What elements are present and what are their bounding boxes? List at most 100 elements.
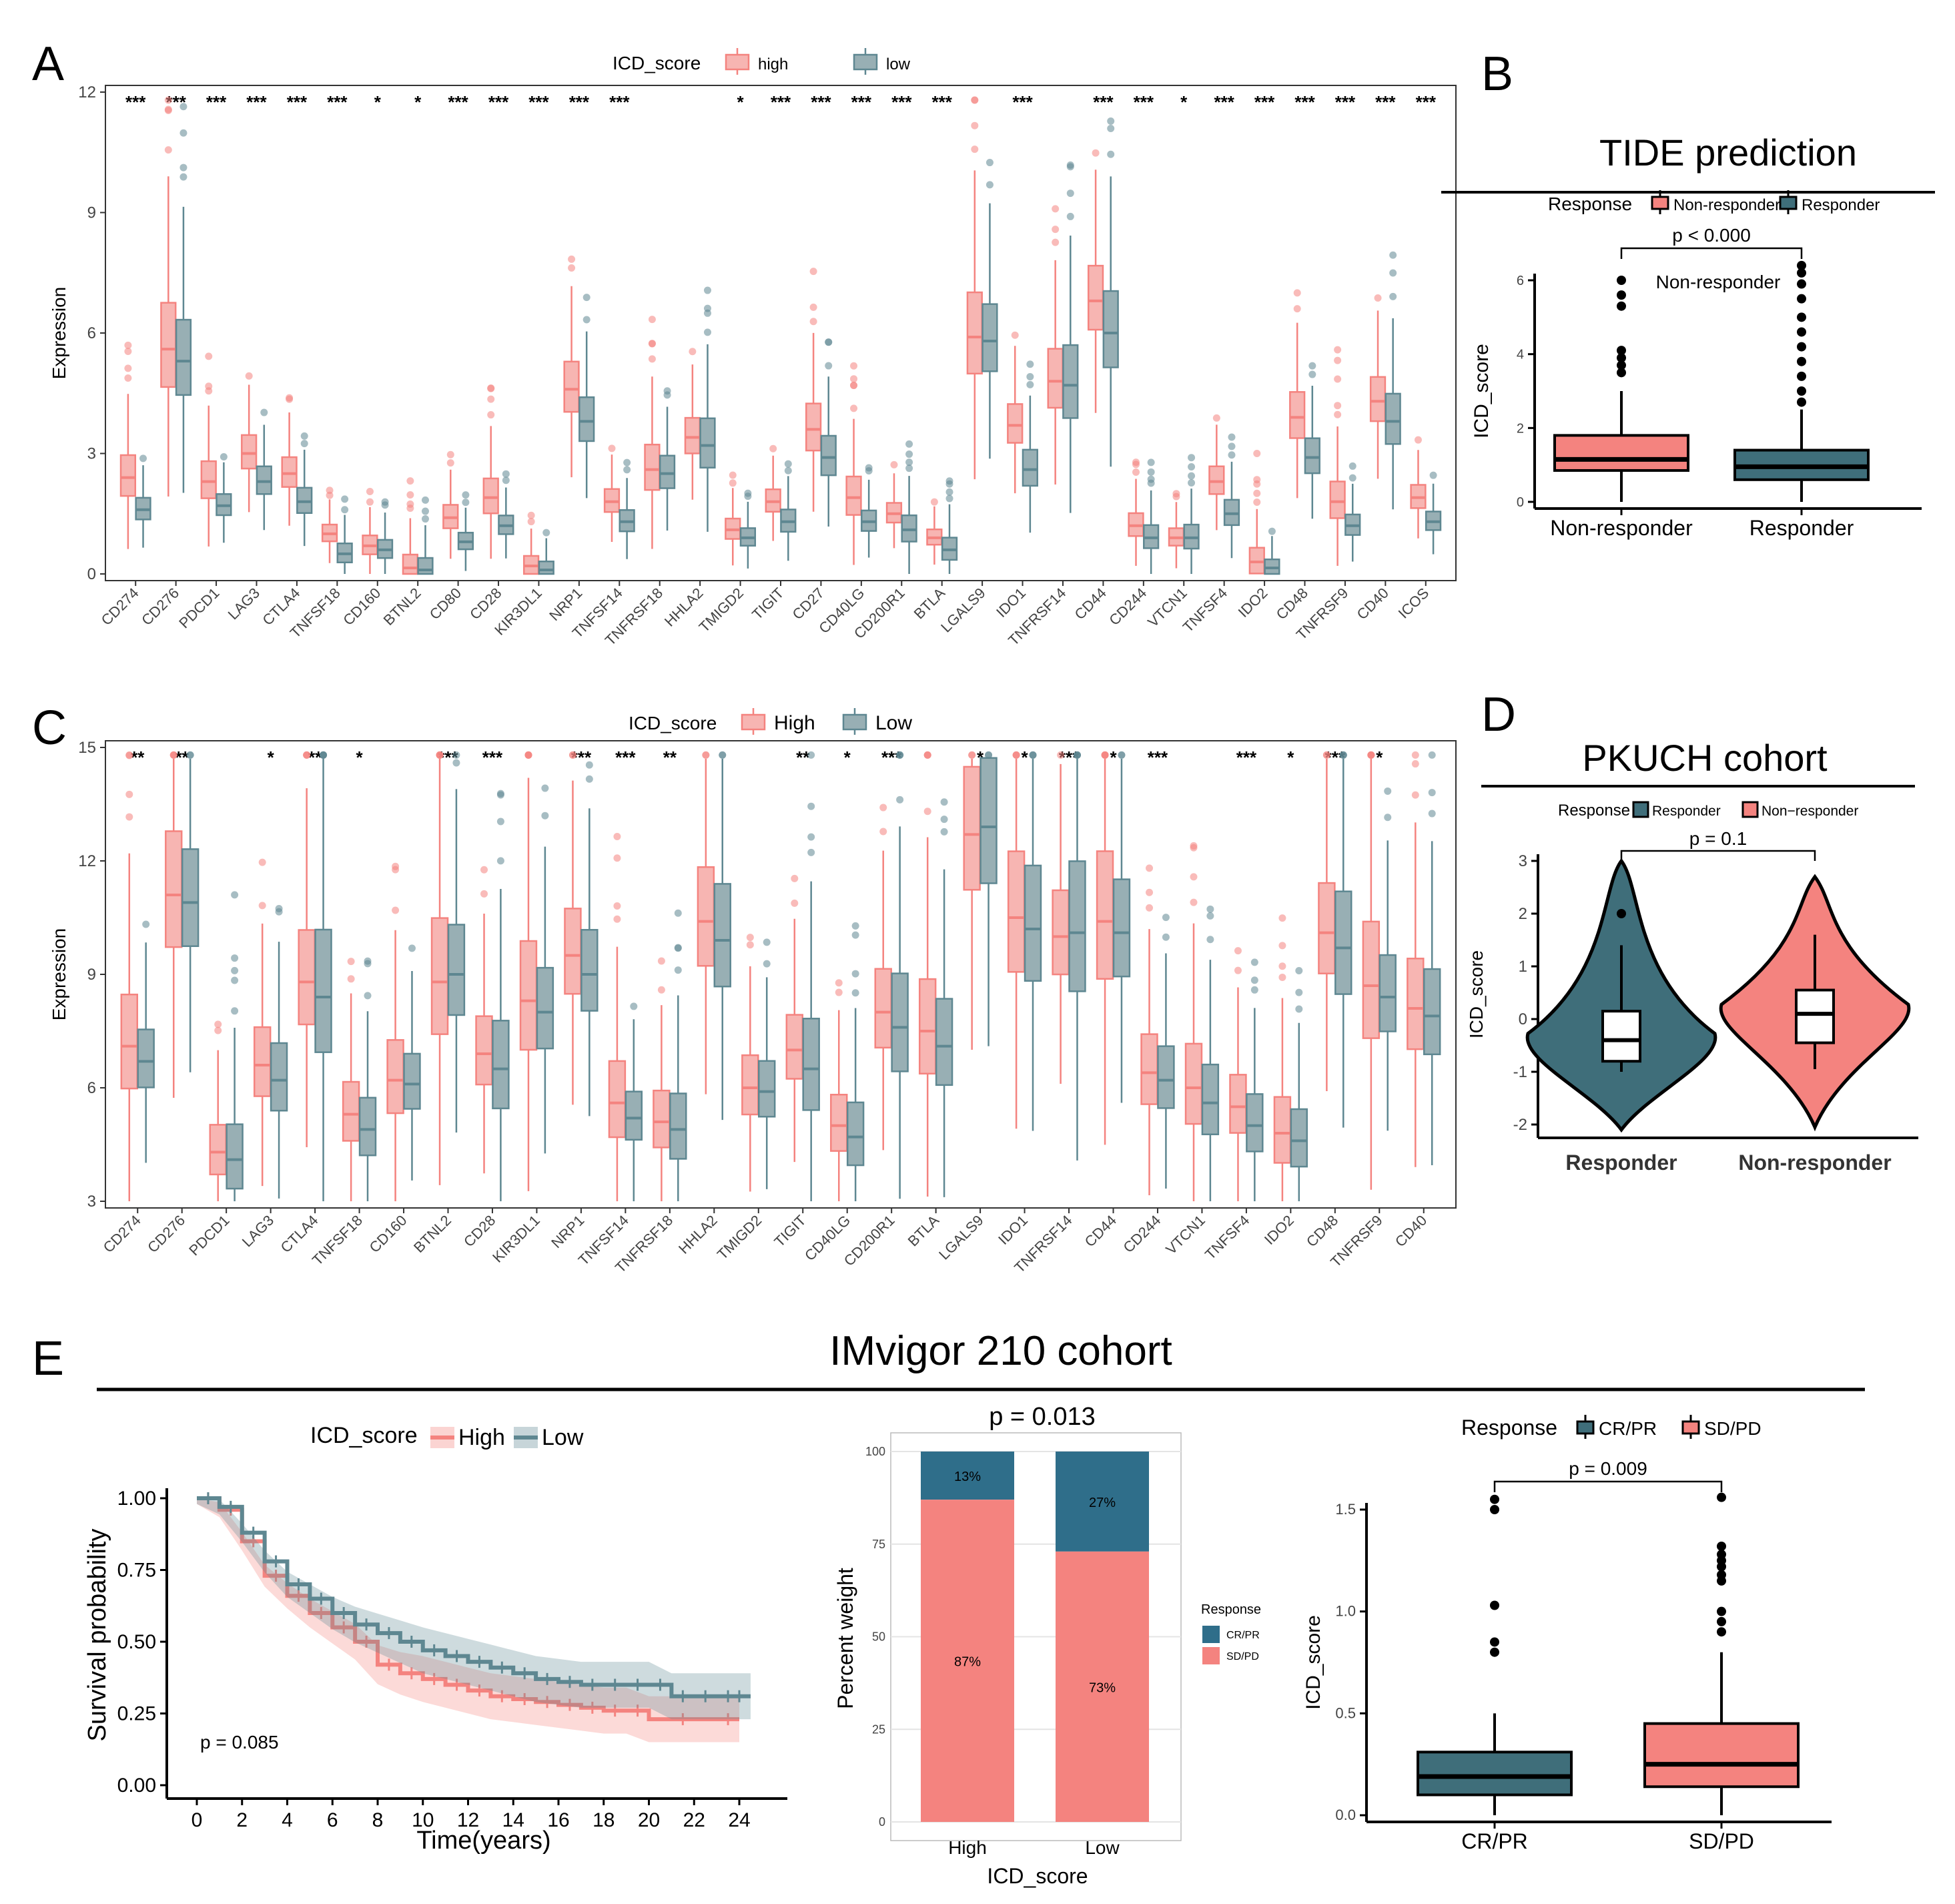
legend-key — [1632, 801, 1649, 818]
outlier-point — [809, 318, 817, 326]
box-body — [1795, 988, 1835, 1044]
outlier-point — [1228, 451, 1236, 459]
outlier-point — [763, 938, 771, 946]
outlier-point — [623, 458, 631, 466]
legend-label: High — [458, 1425, 505, 1450]
outlier-point — [663, 387, 671, 395]
outlier-point — [1190, 842, 1198, 850]
outlier-point — [1146, 888, 1154, 896]
outlier-point — [1797, 371, 1806, 381]
outlier-point — [1617, 909, 1626, 918]
outlier-point — [971, 145, 979, 153]
outlier-point — [1717, 1627, 1726, 1637]
bar-segment — [1056, 1551, 1149, 1822]
significance-label: *** — [327, 92, 348, 112]
legend-title: ICD_score — [629, 713, 717, 733]
box-body — [342, 1080, 360, 1142]
legend-title: Response — [1558, 802, 1630, 820]
outlier-point — [124, 374, 132, 382]
outlier-point — [260, 408, 268, 416]
x-tick-label: Responder — [1565, 1151, 1677, 1175]
outlier-point — [1797, 356, 1806, 366]
box-body — [1643, 1722, 1800, 1789]
outlier-point — [1026, 380, 1034, 388]
x-tick-label: PDCD1 — [185, 1212, 232, 1259]
box-body — [1318, 882, 1336, 974]
outlier-point — [648, 316, 656, 324]
y-axis-label: Expression — [49, 928, 69, 1021]
x-tick-label: 2 — [236, 1809, 248, 1831]
outlier-point — [1147, 475, 1155, 483]
y-tick-label: 3 — [1519, 852, 1527, 870]
significance-label: * — [1180, 92, 1188, 112]
outlier-point — [452, 751, 460, 759]
outlier-point — [971, 96, 979, 104]
significance-label: *** — [1012, 92, 1033, 112]
y-tick-label: 0 — [1517, 495, 1524, 510]
outlier-point — [1162, 914, 1170, 922]
box-body — [1369, 376, 1387, 422]
outlier-point — [496, 818, 504, 826]
outlier-point — [1490, 1600, 1499, 1610]
outlier-point — [1308, 370, 1316, 378]
outlier-point — [1334, 346, 1342, 354]
outlier-point — [807, 848, 815, 856]
box-body — [492, 1020, 510, 1110]
box-body — [1007, 403, 1024, 444]
outlier-point — [1234, 966, 1242, 974]
x-tick-label: 16 — [547, 1809, 569, 1831]
p-value-label: p < 0.000 — [1672, 225, 1751, 246]
x-tick-label: CD40 — [1392, 1212, 1430, 1250]
outlier-point — [1206, 912, 1214, 920]
section-title-imvigor: IMvigor 210 cohort — [829, 1328, 1172, 1374]
p-value-label: p = 0.009 — [1569, 1458, 1647, 1479]
outlier-point — [1250, 986, 1258, 994]
outlier-point — [1146, 864, 1154, 872]
x-tick-label: IDO1 — [993, 585, 1029, 621]
box-body — [1601, 1010, 1641, 1063]
outlier-point — [1092, 149, 1100, 157]
outlier-point — [1253, 476, 1261, 484]
y-tick-label: 9 — [87, 204, 96, 222]
outlier-point — [1797, 294, 1806, 304]
outlier-point — [421, 515, 429, 523]
significance-label: *** — [206, 92, 227, 112]
outlier-point — [1339, 751, 1347, 759]
outlier-point — [1293, 305, 1301, 313]
significance-label: *** — [1148, 747, 1168, 767]
y-tick-label: 0.50 — [117, 1631, 156, 1653]
x-tick-label: Non-responder — [1550, 516, 1693, 540]
confidence-band — [197, 1498, 751, 1720]
significance-bracket — [1620, 247, 1803, 259]
outlier-point — [850, 404, 858, 412]
x-tick-label: 20 — [638, 1809, 660, 1831]
outlier-point — [630, 1002, 638, 1010]
outlier-point — [851, 922, 859, 930]
box-body — [1290, 1108, 1308, 1168]
x-tick-label: IDO1 — [995, 1212, 1031, 1248]
significance-label: *** — [771, 92, 791, 112]
box-body — [1329, 481, 1346, 519]
outlier-point — [214, 1020, 222, 1028]
outlier-point — [807, 833, 815, 841]
x-tick-label: BTLA — [905, 1212, 943, 1250]
box-body — [1022, 448, 1038, 487]
outlier-point — [835, 979, 843, 987]
y-axis-label: ICD_score — [1471, 344, 1493, 438]
outlier-point — [1250, 958, 1258, 966]
box-body — [1102, 290, 1119, 368]
box-body — [1334, 890, 1352, 995]
y-tick-label: 6 — [87, 1079, 96, 1097]
legend-key — [1576, 1420, 1595, 1435]
outlier-point — [1212, 414, 1220, 422]
panel-e-survival-curve: 0.000.250.500.751.000 2 4 6 8 10 12 14 16 18 20 22 2… — [83, 1423, 787, 1855]
significance-label: * — [414, 92, 422, 112]
box-body — [430, 917, 449, 1035]
x-tick-label: CD28 — [466, 585, 504, 623]
outlier-point — [1162, 933, 1170, 941]
box-body — [120, 993, 139, 1090]
x-tick-label: CD274 — [98, 585, 142, 629]
outlier-point — [1617, 368, 1626, 378]
outlier-point — [1717, 1541, 1726, 1551]
outlier-point — [480, 890, 488, 898]
